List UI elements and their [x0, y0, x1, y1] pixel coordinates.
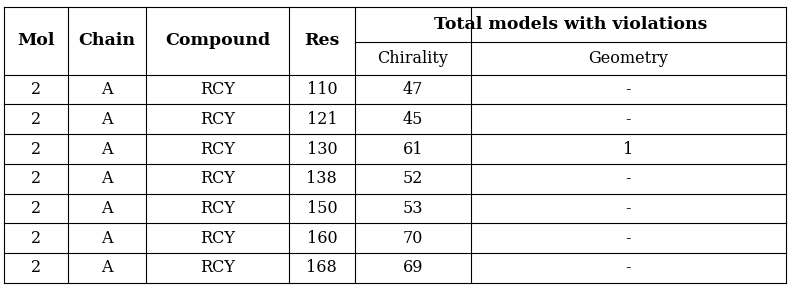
- Text: 2: 2: [31, 170, 41, 187]
- Text: 150: 150: [307, 200, 337, 217]
- Text: -: -: [626, 81, 631, 98]
- Text: -: -: [626, 230, 631, 247]
- Text: 1: 1: [623, 141, 634, 157]
- Text: RCY: RCY: [200, 81, 235, 98]
- Text: 70: 70: [403, 230, 423, 247]
- Text: Chain: Chain: [79, 32, 136, 50]
- Text: 160: 160: [307, 230, 337, 247]
- Text: RCY: RCY: [200, 230, 235, 247]
- Text: 47: 47: [403, 81, 423, 98]
- Text: Chirality: Chirality: [378, 50, 449, 67]
- Text: RCY: RCY: [200, 170, 235, 187]
- Text: 52: 52: [403, 170, 423, 187]
- Text: 2: 2: [31, 200, 41, 217]
- Text: -: -: [626, 259, 631, 276]
- Text: RCY: RCY: [200, 111, 235, 128]
- Text: 138: 138: [307, 170, 337, 187]
- Text: 121: 121: [307, 111, 337, 128]
- Text: A: A: [101, 259, 113, 276]
- Text: 69: 69: [403, 259, 423, 276]
- Text: RCY: RCY: [200, 259, 235, 276]
- Text: 2: 2: [31, 141, 41, 157]
- Text: A: A: [101, 81, 113, 98]
- Text: A: A: [101, 141, 113, 157]
- Text: 130: 130: [307, 141, 337, 157]
- Text: 2: 2: [31, 111, 41, 128]
- Text: A: A: [101, 170, 113, 187]
- Text: A: A: [101, 230, 113, 247]
- Text: 2: 2: [31, 259, 41, 276]
- Text: Mol: Mol: [17, 32, 55, 50]
- Text: 2: 2: [31, 230, 41, 247]
- Text: RCY: RCY: [200, 141, 235, 157]
- Text: -: -: [626, 111, 631, 128]
- Text: -: -: [626, 170, 631, 187]
- Text: Geometry: Geometry: [589, 50, 668, 67]
- Text: 61: 61: [403, 141, 423, 157]
- Text: Res: Res: [304, 32, 340, 50]
- Text: 53: 53: [403, 200, 423, 217]
- Text: 45: 45: [403, 111, 423, 128]
- Text: A: A: [101, 200, 113, 217]
- Text: 2: 2: [31, 81, 41, 98]
- Text: RCY: RCY: [200, 200, 235, 217]
- Text: 110: 110: [307, 81, 337, 98]
- Text: -: -: [626, 200, 631, 217]
- Text: Total models with violations: Total models with violations: [434, 16, 707, 33]
- Text: Compound: Compound: [165, 32, 270, 50]
- Text: A: A: [101, 111, 113, 128]
- Text: 168: 168: [307, 259, 337, 276]
